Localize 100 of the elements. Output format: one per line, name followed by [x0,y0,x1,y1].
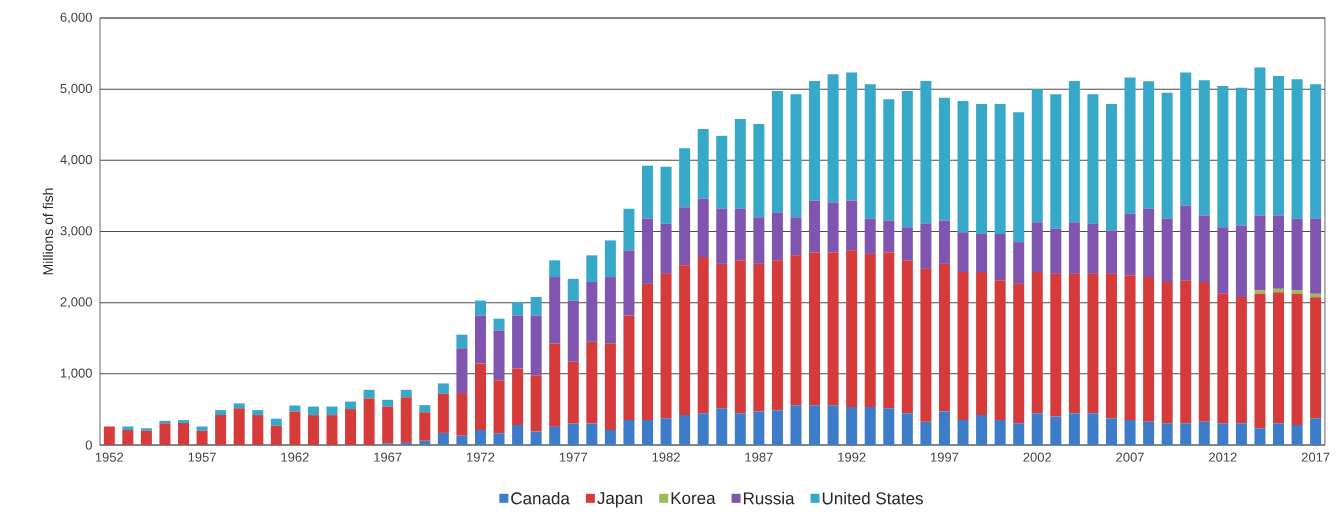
bar [252,410,264,416]
bar [196,426,208,431]
bar [437,383,449,394]
bar [660,223,672,274]
bar [1105,418,1117,445]
y-tick-label: 3,000 [60,226,92,237]
bar [957,272,969,421]
bar [456,334,468,349]
bar [586,255,598,283]
bar [846,200,858,251]
bar [549,277,561,344]
bar [1068,273,1080,414]
bar [920,268,932,422]
bar [1198,80,1210,216]
bar [1273,423,1285,445]
bar [697,413,709,445]
bar [976,233,988,273]
bar [1143,81,1155,209]
bar [753,217,765,264]
bar [1087,94,1099,224]
bar [252,415,264,445]
bar [883,220,895,253]
bar [474,315,486,364]
x-tick-label: 2007 [1116,452,1144,462]
bar [493,330,505,381]
bar [604,430,616,445]
bar [474,430,486,445]
bar [883,408,895,445]
bar [1031,272,1043,414]
bar [530,431,542,445]
bar [512,301,524,316]
bar [790,217,802,256]
bar [809,80,821,201]
bar [1087,223,1099,274]
bar [1291,293,1303,426]
bar [679,415,691,445]
legend-label: United States [822,491,923,505]
bar [549,260,561,278]
bar [1013,242,1025,284]
bar [289,411,301,445]
bar [734,119,746,209]
bar [289,405,301,412]
y-tick-label: 4,000 [60,154,92,166]
bar [753,411,765,445]
bar [827,252,839,406]
bar [809,200,821,253]
bar [827,202,839,253]
bar [623,208,635,251]
bar [326,415,338,445]
x-tick-label: 1977 [559,452,588,462]
bar [1291,425,1303,445]
bar [1105,230,1117,274]
bar [771,212,783,261]
bar [660,418,672,445]
x-tick-label: 1957 [188,452,216,462]
bar [1180,72,1192,206]
bar [1161,282,1173,424]
bar [790,405,802,445]
bar [920,223,932,269]
bar [122,430,134,445]
bar [920,421,932,445]
x-tick-label: 2017 [1301,452,1330,462]
bar [642,165,654,219]
x-tick-label: 1997 [930,452,959,462]
bar [623,315,635,421]
bar [864,84,876,219]
bar [474,300,486,316]
bar [456,393,468,436]
bar [846,72,858,201]
bar [1198,282,1210,422]
bar [1291,290,1303,294]
bar [1050,416,1062,445]
bar [957,100,969,233]
bar [233,408,245,445]
bar [178,420,190,423]
bar [1254,290,1266,294]
bar [382,399,394,407]
bar [734,260,746,414]
bar [437,432,449,445]
bar [456,348,468,394]
bar [957,232,969,273]
bar [1105,273,1117,419]
bar [512,315,524,369]
bar [809,252,821,406]
bar [901,227,913,261]
bar [382,406,394,444]
bar [419,412,431,441]
bar [604,240,616,278]
bar [901,90,913,228]
x-tick-label: 1952 [95,452,124,462]
bar [122,426,134,431]
y-tick-label: 0 [85,440,92,450]
bar [437,393,449,433]
bar [567,423,579,445]
bar [938,263,950,412]
bar [1254,67,1266,216]
bar [697,257,709,414]
bar [1180,280,1192,424]
bar [586,282,598,342]
bar [642,218,654,284]
